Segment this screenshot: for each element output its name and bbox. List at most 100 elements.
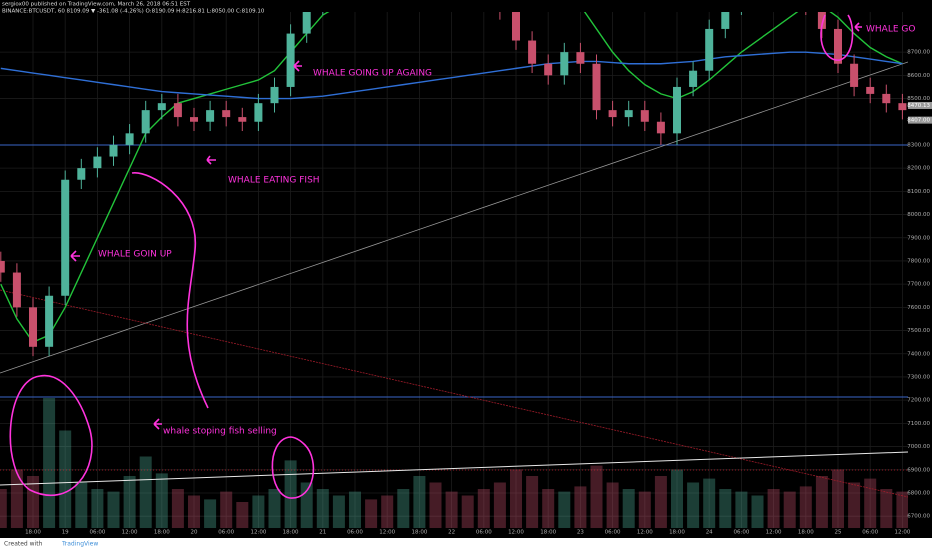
candle-body — [834, 28, 842, 64]
volume-bar — [461, 495, 474, 528]
candle-body — [689, 70, 698, 87]
volume-bar — [622, 489, 635, 528]
x-tick-label: 12:00 — [766, 530, 782, 536]
candle-body — [721, 12, 730, 29]
volume-bar — [349, 491, 361, 528]
volume-bar — [252, 495, 265, 528]
volume-bar — [188, 495, 200, 528]
x-tick-label: 06:00 — [89, 530, 105, 536]
volume-bar — [284, 460, 297, 528]
candle-body — [238, 117, 247, 122]
x-tick-label: 22 — [448, 530, 455, 536]
volume-bar — [719, 489, 732, 528]
arrow — [206, 155, 216, 165]
y-tick-label: 7800.00 — [907, 258, 930, 264]
x-tick-label: 18:00 — [798, 530, 814, 536]
y-tick-label: 8000.00 — [907, 212, 930, 218]
candle-body — [817, 12, 826, 29]
volume-bar — [526, 476, 539, 528]
y-tick-label: 6700.00 — [907, 514, 930, 520]
x-tick-label: 06:00 — [218, 530, 234, 536]
candle-body — [109, 144, 118, 157]
x-tick-label: 06:00 — [733, 530, 749, 536]
y-tick-label: 7700.00 — [907, 282, 930, 288]
candle-body — [61, 179, 70, 296]
volume-bar — [300, 482, 313, 528]
candle-body — [512, 12, 520, 41]
header-line: BINANCE:BTCUSDT, 60 8109.09 ▼ -361.08 (-… — [2, 9, 265, 15]
candles — [0, 12, 907, 357]
background — [0, 0, 932, 538]
x-tick-label: 06:00 — [862, 530, 878, 536]
trend-line — [0, 289, 908, 498]
y-tick-label: 6900.00 — [907, 467, 930, 473]
volume-bar — [204, 499, 217, 528]
annotation: whale stoping fish selling — [163, 427, 277, 437]
candle-body — [77, 168, 86, 180]
volume-bar — [332, 495, 345, 528]
candle-body — [29, 307, 37, 347]
volume-bar — [735, 491, 748, 528]
volume-bar — [703, 478, 716, 528]
trend-line — [0, 61, 908, 374]
volume-bar — [832, 469, 844, 528]
arrow — [70, 250, 80, 262]
candle-body — [544, 63, 553, 76]
candle-body — [206, 110, 215, 122]
volume-bar — [606, 482, 619, 528]
x-tick-label: 12:00 — [122, 530, 138, 536]
volume-bar — [687, 482, 700, 528]
x-tick-label: 12:00 — [894, 530, 910, 536]
circle — [271, 436, 315, 499]
candle-body — [254, 103, 263, 122]
candle-body — [93, 156, 102, 169]
candle-body — [592, 63, 601, 111]
footer — [0, 538, 932, 550]
pen-drawings — [9, 14, 862, 499]
volume-bar — [671, 469, 683, 528]
x-tick-label: 12:00 — [637, 530, 653, 536]
volume-bar — [268, 489, 281, 528]
y-tick-label: 7400.00 — [907, 351, 930, 357]
volume-bar — [381, 495, 394, 528]
x-tick-label: 24 — [706, 530, 713, 536]
y-tick-label: 7000.00 — [907, 444, 930, 450]
volume-bar — [638, 491, 651, 528]
volume-bar — [139, 456, 152, 528]
candle-body — [624, 110, 633, 118]
arrow — [153, 418, 162, 430]
volume-bar — [477, 489, 490, 528]
volume-bar — [75, 482, 88, 528]
annotation: WHALE GOIN UP — [98, 250, 172, 260]
x-tick-label: 12:00 — [379, 530, 395, 536]
arrow — [854, 22, 862, 32]
y-tick-label: 8600.00 — [907, 73, 930, 79]
moving-averages — [0, 12, 903, 344]
header-line: sergiox00 published on TradingView.com, … — [2, 2, 191, 8]
price-tag — [908, 116, 932, 124]
volume — [0, 398, 908, 528]
price-tag — [908, 101, 932, 109]
x-tick-label: 12:00 — [508, 530, 524, 536]
x-tick-label: 12:00 — [250, 530, 266, 536]
volume-bar — [767, 489, 780, 528]
volume-bar — [10, 469, 23, 528]
candle-body — [286, 33, 295, 87]
volume-bar — [27, 476, 39, 528]
candle-body — [866, 86, 875, 94]
x-tick-label: 06:00 — [347, 530, 363, 536]
grid — [0, 12, 908, 528]
volume-bar — [848, 482, 861, 528]
candle-body — [673, 86, 681, 134]
volume-bar — [590, 465, 603, 528]
volume-bar — [91, 489, 104, 528]
candle-body — [141, 110, 150, 134]
candle-body — [560, 52, 569, 76]
volume-bar — [751, 495, 764, 528]
x-tick-label: 06:00 — [476, 530, 492, 536]
squiggle — [131, 172, 209, 409]
volume-bar — [59, 430, 72, 528]
volume-bar — [413, 476, 426, 528]
volume-bar — [799, 486, 812, 528]
